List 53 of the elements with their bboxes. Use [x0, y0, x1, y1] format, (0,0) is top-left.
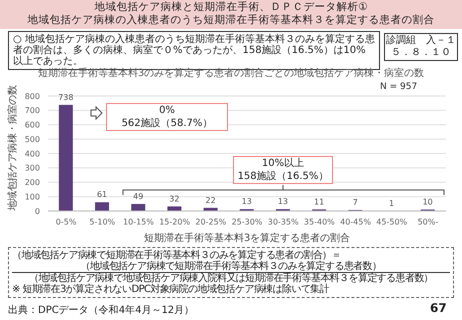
text: N = 957	[380, 82, 418, 92]
chart-title: 地域包括ケア病棟と短期滞在手術、ＤＰＣデータ解析①	[93, 1, 369, 14]
y-tick-label: 700	[24, 106, 40, 116]
x-tick-label: 10-15%	[123, 218, 154, 227]
text: 診調組 入－１	[386, 35, 456, 47]
data-label: 61	[96, 190, 108, 200]
annotation: 0%	[158, 104, 176, 117]
x-tick-label: 20-25%	[195, 218, 227, 227]
data-label: 49	[133, 192, 144, 201]
x-tick-label: 0-5%	[56, 218, 77, 227]
annotation: 158施設（16.5%）	[236, 170, 330, 183]
y-tick-label: 200	[24, 178, 40, 188]
y-tick-label: 600	[24, 120, 40, 130]
data-label: 738	[58, 92, 74, 102]
data-label: 13	[278, 197, 288, 206]
bar	[58, 104, 73, 211]
x-tick-label: 40-45%	[340, 218, 372, 227]
y-tick-label: 300	[24, 164, 40, 173]
y-tick-label: 400	[24, 149, 40, 158]
text: 67	[430, 301, 447, 315]
text: 短期滞在手術等基本料3のみを算定する患者の割合ごとの地域包括ケア病棟・病室の数	[36, 68, 426, 80]
text: （地域包括ケア病棟で地域包括ケア病棟入院料又は短期滞在手術等基本料３を算定する患者数）	[28, 273, 434, 284]
data-label: 11	[314, 197, 324, 206]
text: （地域包括ケア病棟で短期滞在手術等基本料３のみを算定する患者数）	[12, 261, 450, 273]
annotation: 562施設（58.7%）	[120, 117, 214, 130]
data-label: 1	[388, 198, 394, 208]
x-axis-title: 短期滞在手術等基本料3を算定する患者の割合	[144, 232, 350, 244]
y-tick-label: 500	[24, 134, 40, 144]
data-label: 7	[352, 198, 358, 207]
text: ※ 短期滞在3が算定されないDPC対象病院の地域包括ケア病棟は除いて集計	[12, 284, 330, 295]
y-tick-label: 800	[24, 92, 40, 101]
annotation: 10%以上	[260, 157, 306, 170]
data-label: 22	[205, 196, 216, 205]
text: ５．８．１０	[390, 47, 452, 59]
bar	[131, 204, 146, 211]
y-axis-title: 地域包括ケア病棟・病室の数	[6, 85, 18, 212]
x-tick-label: 5-10%	[89, 218, 116, 227]
bar	[95, 202, 110, 211]
data-label: 13	[242, 197, 252, 206]
x-tick-label: 45-50%	[376, 218, 408, 227]
data-label: 32	[169, 194, 180, 204]
data-label: 10	[422, 198, 433, 207]
x-tick-label: 25-30%	[232, 218, 263, 227]
y-tick-label: 0	[34, 206, 40, 216]
chart-subtitle: 地域包括ケア病棟の入棟患者のうち短期滞在手術等基本料３を算定する患者の割合	[26, 14, 436, 27]
x-tick-label: 50%-	[418, 218, 438, 227]
text: （地域包括ケア病棟で短期滞在手術等基本料３のみを算定する患者の割合）＝	[12, 250, 342, 261]
text: ○ 地域包括ケア病棟の入棟患者のうち短期滞在手術等基本料３のみを算定する患者の割合は、多くの病棟、病室で０%であったが、158施設（16.5%）は10%以上であった。	[13, 34, 375, 67]
x-tick-label: 15-20%	[159, 218, 190, 227]
x-tick-label: 35-40%	[304, 218, 336, 227]
x-tick-label: 30-35%	[268, 218, 299, 227]
y-tick-label: 100	[24, 192, 40, 202]
source-note: 出典：DPCデータ（令和4年4月～12月）	[8, 304, 194, 317]
